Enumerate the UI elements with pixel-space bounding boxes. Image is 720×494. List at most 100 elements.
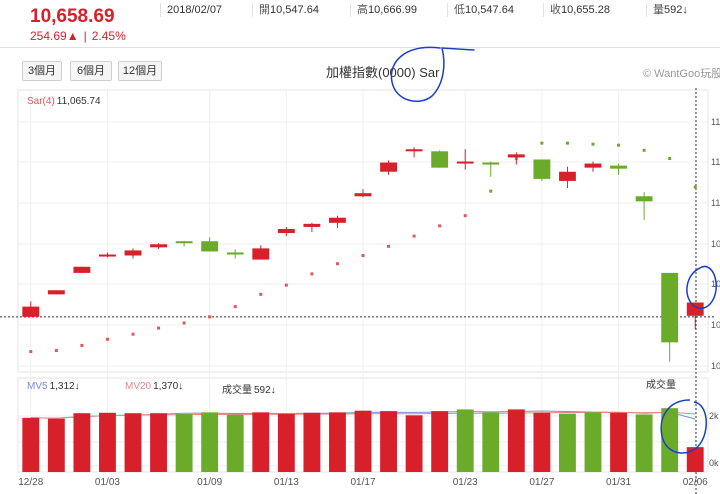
x-axis-label: 01/03 [95,477,120,488]
volume-bar [73,413,91,472]
candle-body [456,161,474,164]
range-12m-button[interactable]: 12個月 [118,61,162,81]
x-axis-labels: 12/28 01/03 01/09 01/13 01/17 01/23 01/27 01/31… [18,477,708,488]
sar-legend-label: Sar(4) [27,96,55,107]
candle-body [661,272,679,343]
volume-bar [277,414,295,472]
price-box: 10,658.69 254.69▲ | 2.45% [0,0,150,48]
volume-bar [329,412,346,472]
candle-body [22,306,40,317]
volume-bar [584,412,602,472]
sar-point [131,332,135,336]
candle-body [431,151,449,168]
volume-bar [22,417,40,472]
volume-bar [354,410,372,472]
quote-date: 2018/02/07 [160,3,250,17]
sar-point [591,142,595,146]
volume-bar [380,411,397,472]
candle-body [584,163,602,168]
price-axis-label: 11 [711,198,720,208]
candle-body [47,290,65,295]
date-value: 2018/02/07 [167,4,223,16]
volume-bar [405,415,423,472]
volume-legend-value: 592↓ [254,385,276,396]
candle-body [201,241,219,252]
volume-bar [610,412,627,472]
candle-body [686,302,704,316]
sar-point [387,244,391,248]
candle-body [150,244,167,248]
sar-point [489,189,493,193]
sar-point [438,224,442,228]
sar-point [182,321,186,325]
volume-bar [431,411,449,472]
volume-bar [507,409,525,472]
range-3m-button[interactable]: 3個月 [22,61,62,81]
hand-annotations [390,46,717,454]
volume-bar [533,412,551,472]
sar-point [105,337,109,341]
open-value: 10,547.64 [270,4,319,16]
volume-bar [686,447,704,472]
range-6m-button[interactable]: 6個月 [70,61,112,81]
sar-point [412,234,416,238]
low-label: 低 [454,4,465,16]
candle-body [533,159,551,179]
sar-point [29,350,33,354]
sar-point [208,315,212,319]
volume-bar [482,412,500,472]
sar-point [284,283,288,287]
volume-bar [47,418,65,472]
volume-bar [303,412,321,472]
volume-bar [252,412,270,472]
annotation-circle-candle [686,265,717,309]
candle-body [303,223,321,227]
candle-body [559,171,576,181]
volume-legend-label: 成交量 [222,385,252,396]
volume-bar [456,409,474,472]
x-axis-label: 02/06 [683,477,708,488]
x-axis-label: 01/13 [274,477,299,488]
mv20-legend-value: 1,370↓ [153,381,184,392]
candle-body [175,241,193,244]
candle-body [610,165,627,169]
x-axis-label: 01/31 [606,477,631,488]
annotation-circle-title [390,46,475,102]
volume-bar [661,408,679,472]
sar-point [259,292,263,296]
price-change: 254.69▲ | 2.45% [30,29,126,43]
close-label: 收 [550,4,561,16]
volume-bar [150,413,167,472]
change-value: 254.69▲ [30,29,79,43]
sar-legend-value: 11,065.74 [56,96,101,107]
candle-series [22,147,704,362]
price-axis-label: 10 [711,361,720,371]
quote-header: 10,658.69 254.69▲ | 2.45% 2018/02/07 開10,5… [0,0,720,48]
mv5-legend-value: 1,312↓ [49,381,80,392]
candle-body [99,254,116,257]
price-axis-label: 10 [711,239,720,249]
volume-bar [559,413,576,472]
mv5-legend: MV5 1,312↓ [27,381,80,392]
sar-point [310,272,314,276]
sar-point [80,343,84,347]
sar-point [463,214,467,218]
volume-panel-label: 成交量 [646,380,676,391]
mv20-legend-label: MV20 [125,381,152,392]
price-axis-label: 11 [711,157,720,167]
sar-point [565,141,569,145]
sar-point [617,143,621,147]
mv5-legend-label: MV5 [27,381,48,392]
quote-volume: 量592↓ [646,3,716,17]
candle-body [329,217,346,223]
low-value: 10,547.64 [465,4,514,16]
sar-point [693,185,697,189]
x-axis-label: 12/28 [18,477,43,488]
candle-body [252,248,270,260]
volume-legend: 成交量 592↓ [222,381,276,396]
volume-value: 592↓ [664,4,688,16]
volume-bar [124,413,142,472]
volume-axis-label: 2k [709,411,719,421]
